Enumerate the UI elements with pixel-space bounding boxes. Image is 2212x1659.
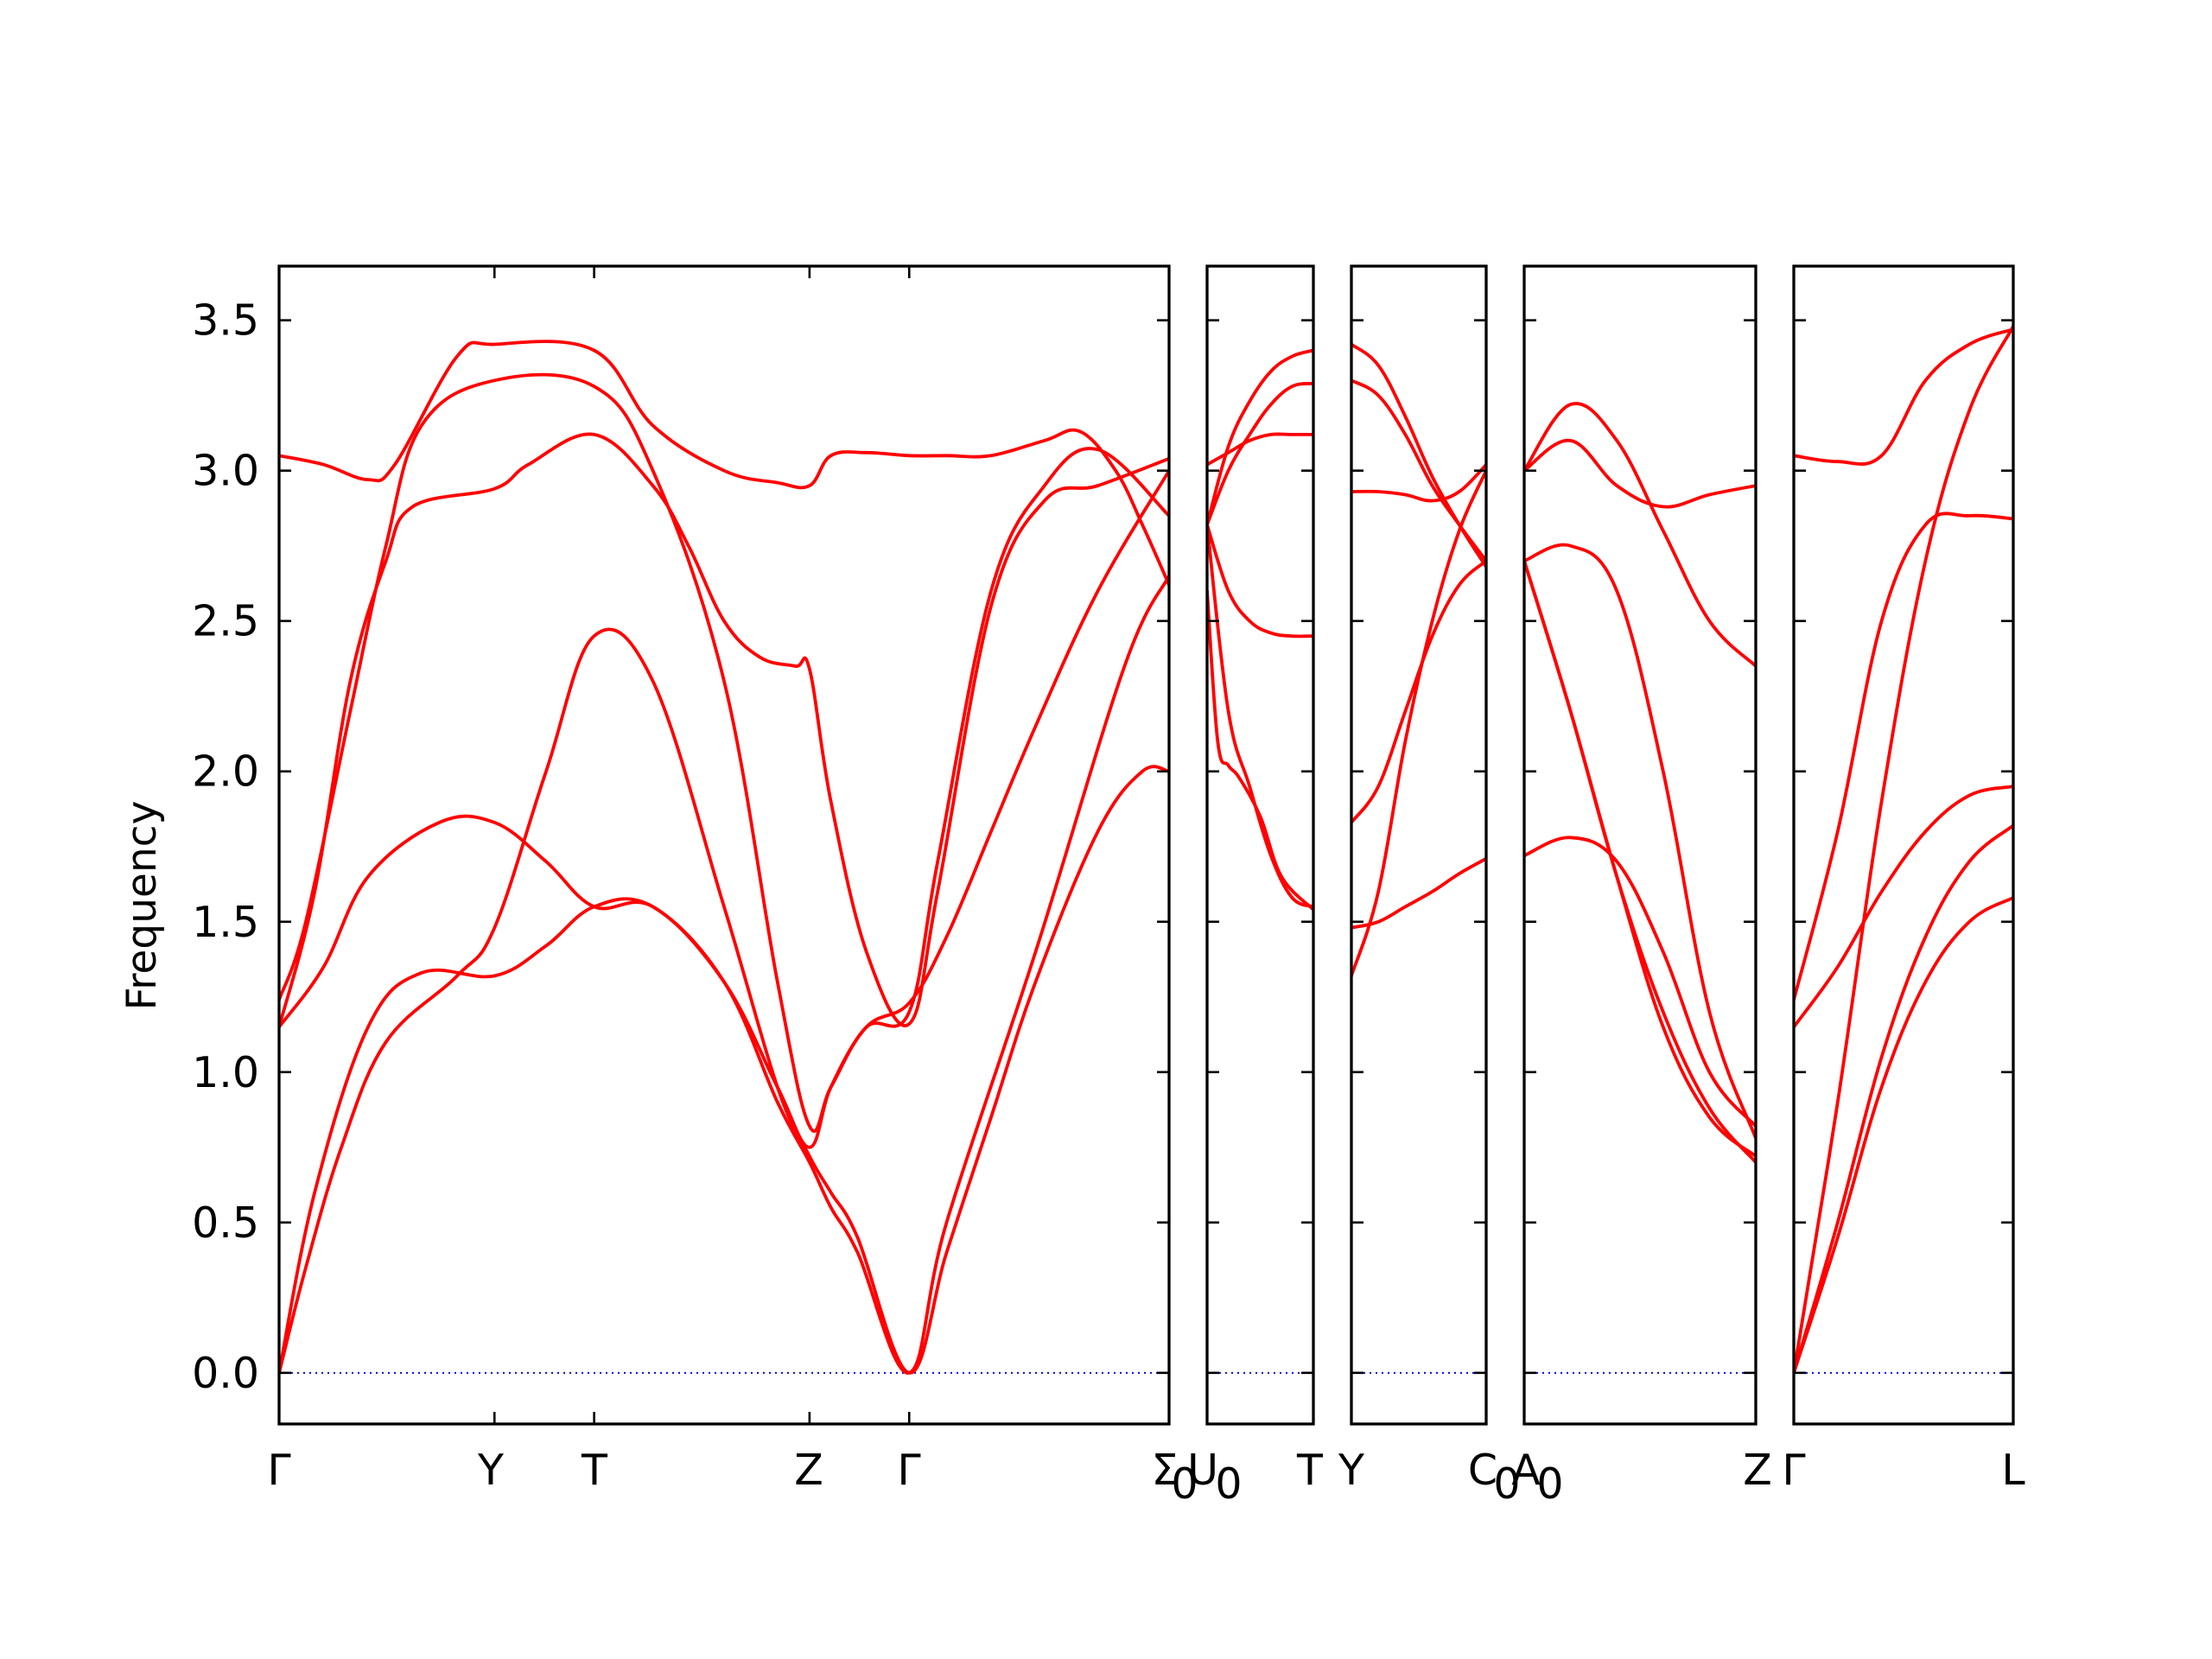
y-tick-label: 0.5 <box>192 1198 259 1248</box>
phonon-band <box>1351 559 1486 824</box>
x-tick-label: Y <box>1338 1446 1365 1495</box>
phonon-band <box>1794 896 2013 1375</box>
x-tick-label: Γ <box>897 1446 921 1495</box>
phonon-band <box>1794 512 2013 1002</box>
phonon-band <box>279 627 1169 1375</box>
panel-frame <box>1792 264 2015 1426</box>
panel-5 <box>1792 264 2015 1426</box>
phonon-band <box>1524 438 1756 509</box>
x-tick-label: L <box>2001 1446 2025 1495</box>
y-axis-label: Frequency <box>118 801 166 1011</box>
phonon-band <box>1207 348 1313 527</box>
x-tick-label: Y <box>477 1446 505 1495</box>
phonon-band <box>1207 523 1313 909</box>
phonon-band <box>1524 402 1756 668</box>
bands <box>1207 348 1313 912</box>
y-tick-label: 2.0 <box>192 747 259 797</box>
bands <box>1794 324 2013 1375</box>
y-tick-label: 2.5 <box>192 597 259 646</box>
x-tick-label: Z <box>1743 1446 1772 1495</box>
x-tick-label-subscript: 0 <box>1215 1459 1242 1509</box>
panel-4 <box>1522 264 1758 1426</box>
y-tick-label: 3.5 <box>192 296 259 346</box>
x-tick-label-subscript: 0 <box>1493 1459 1520 1509</box>
y-tick-labels: 0.0 0.5 1.0 1.5 2.0 2.5 3.0 3.5 <box>192 296 259 1398</box>
phonon-band <box>1524 543 1756 1141</box>
phonon-band <box>1207 523 1313 639</box>
x-tick-label: T <box>581 1446 608 1495</box>
phonon-band <box>1524 836 1756 1128</box>
bands <box>1524 402 1756 1165</box>
phonon-band <box>1351 462 1486 503</box>
phonon-band <box>279 432 1169 1029</box>
phonon-band <box>1524 559 1756 1165</box>
panel-3 <box>1350 264 1488 1426</box>
y-tick-label: 0.0 <box>192 1349 259 1398</box>
phonon-band <box>1794 324 2013 1375</box>
phonon-band <box>1351 856 1486 930</box>
panel-frame <box>1350 264 1488 1426</box>
x-tick-label: Γ <box>267 1446 291 1495</box>
bands <box>1351 342 1486 978</box>
phonon-band <box>1794 785 2013 1029</box>
x-tick-label-subscript: 0 <box>1536 1459 1563 1509</box>
phonon-band <box>1207 589 1313 912</box>
phonon-band <box>279 372 1169 1134</box>
y-tick-label: 1.0 <box>192 1048 259 1097</box>
phonon-band <box>1524 559 1756 1159</box>
y-tick-label: 3.0 <box>192 447 259 496</box>
phonon-band <box>1351 468 1486 978</box>
phonon-band <box>279 574 1169 1375</box>
phonon-band <box>1794 327 2013 466</box>
y-tick-label: 1.5 <box>192 898 259 947</box>
x-tick-label-subscript: 0 <box>1171 1459 1198 1509</box>
phonon-band <box>279 340 1169 587</box>
panel-frame <box>1205 264 1315 1426</box>
phonon-band <box>1351 342 1486 569</box>
x-tick-label: Γ <box>1782 1446 1806 1495</box>
bands <box>279 340 1169 1375</box>
panel-1 <box>277 264 1171 1426</box>
x-tick-label: Z <box>794 1446 823 1495</box>
panel-frame <box>1522 264 1758 1426</box>
panel-frame <box>277 264 1171 1426</box>
phonon-band <box>279 468 1169 1149</box>
x-tick-label: T <box>1296 1446 1324 1495</box>
x-tick-label: A <box>1511 1446 1541 1495</box>
panel-2 <box>1205 264 1315 1426</box>
x-tick-label: Σ <box>1152 1446 1179 1495</box>
phonon-band <box>1794 823 2013 1375</box>
phonon-band <box>1207 381 1313 527</box>
x-tick-label: C <box>1468 1446 1497 1495</box>
x-tick-label: U <box>1187 1446 1218 1495</box>
